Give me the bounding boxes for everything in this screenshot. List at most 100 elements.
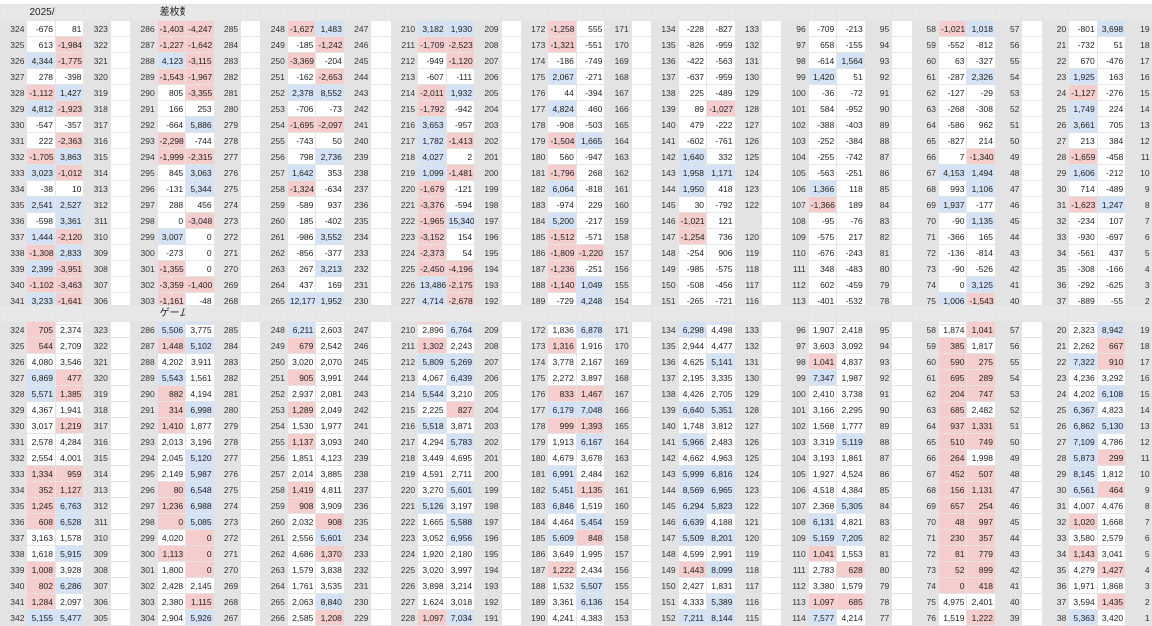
value-cell: 1,971 (1069, 578, 1097, 594)
machine-number-left: 60 (912, 53, 938, 69)
column-spacer (501, 261, 521, 277)
column-spacer (631, 498, 651, 514)
value-cell: 2,013 (157, 434, 185, 450)
value-cell: 288 (157, 197, 185, 213)
value-cell: 602 (808, 277, 836, 293)
value-cell: 229 (576, 197, 604, 213)
column-spacer (501, 37, 521, 53)
machine-number-left: 186 (521, 546, 547, 562)
value-cell: 3,678 (576, 450, 604, 466)
machine-number-left: 104 (782, 149, 808, 165)
machine-number-right: 57 (995, 322, 1021, 338)
value-cell: 1,393 (576, 418, 604, 434)
machine-number-right: 84 (865, 498, 891, 514)
machine-number-right: 44 (995, 229, 1021, 245)
value-cell: -308 (1069, 261, 1097, 277)
column-spacer (761, 514, 781, 530)
machine-number-right: 118 (735, 261, 761, 277)
column-spacer (892, 338, 912, 354)
machine-number-left: 255 (261, 434, 287, 450)
machine-number-left: 136 (652, 53, 678, 69)
value-cell: -1,340 (967, 149, 995, 165)
machine-number-right: 322 (84, 338, 110, 354)
column-spacer (241, 546, 261, 562)
column-spacer (761, 386, 781, 402)
value-cell: -571 (576, 229, 604, 245)
column-spacer (241, 450, 261, 466)
value-cell: 1,419 (287, 482, 315, 498)
machine-number-left: 100 (782, 386, 808, 402)
value-cell: 7,347 (808, 370, 836, 386)
heatmap-header-row: ゲーム数ヒートマップ (1, 306, 1152, 322)
value-cell: 3,580 (1069, 530, 1097, 546)
machine-number-right: 310 (84, 530, 110, 546)
machine-number-right: 56 (995, 37, 1021, 53)
machine-number-left: 301 (131, 261, 157, 277)
machine-number-left: 185 (521, 229, 547, 245)
value-cell: -111 (446, 69, 474, 85)
machine-number-left: 111 (782, 261, 808, 277)
column-spacer (110, 482, 130, 498)
value-cell: 1,115 (186, 594, 214, 610)
machine-number-right: 317 (84, 117, 110, 133)
machine-number-right: 199 (475, 181, 501, 197)
machine-number-left: 221 (391, 197, 417, 213)
value-cell: 214 (967, 133, 995, 149)
value-cell: 628 (837, 562, 865, 578)
machine-number-right: 88 (865, 434, 891, 450)
column-spacer (631, 245, 651, 261)
machine-number-left: 26 (1042, 418, 1068, 434)
machine-number-left: 110 (782, 546, 808, 562)
machine-number-left: 326 (1, 354, 27, 370)
value-cell: 8,942 (1097, 322, 1125, 338)
machine-number-left: 185 (521, 530, 547, 546)
value-cell: 2,081 (316, 386, 344, 402)
machine-number-right: 203 (475, 117, 501, 133)
machine-number-right: 270 (214, 562, 240, 578)
value-cell: -947 (576, 149, 604, 165)
value-cell: 4,476 (1097, 498, 1125, 514)
machine-number-right: 163 (605, 149, 631, 165)
machine-number-right: 247 (344, 21, 370, 37)
machine-number-left: 218 (391, 149, 417, 165)
value-cell: 1,444 (27, 229, 55, 245)
value-cell: 1,874 (938, 322, 966, 338)
machine-number-right: 318 (84, 101, 110, 117)
machine-number-right: 18 (1126, 37, 1152, 53)
machine-number-right: 43 (995, 245, 1021, 261)
machine-number-right: 243 (344, 85, 370, 101)
machine-number-left: 332 (1, 149, 27, 165)
column-spacer (892, 245, 912, 261)
value-cell: -1,504 (548, 133, 576, 149)
machine-number-right: 270 (214, 261, 240, 277)
value-cell: -676 (808, 245, 836, 261)
machine-number-right: 17 (1126, 354, 1152, 370)
value-cell: 1,530 (287, 418, 315, 434)
column-spacer (631, 165, 651, 181)
value-cell: 5,363 (1069, 610, 1097, 626)
machine-number-right: 316 (84, 434, 110, 450)
value-cell: -273 (157, 245, 185, 261)
machine-number-left: 97 (782, 37, 808, 53)
machine-number-left: 338 (1, 245, 27, 261)
value-cell: 3,661 (1069, 117, 1097, 133)
value-cell: 213 (1069, 133, 1097, 149)
value-cell: 779 (967, 546, 995, 562)
value-cell: -166 (1097, 261, 1125, 277)
machine-number-right: 323 (84, 322, 110, 338)
machine-number-right: 192 (475, 594, 501, 610)
machine-number-right: 314 (84, 165, 110, 181)
value-cell: 2,145 (186, 578, 214, 594)
value-cell: 1,247 (1097, 197, 1125, 213)
column-spacer (110, 402, 130, 418)
value-cell: 2,167 (576, 354, 604, 370)
machine-number-left: 137 (652, 69, 678, 85)
value-cell: -394 (576, 85, 604, 101)
value-cell: 332 (707, 149, 735, 165)
value-cell: 3,163 (27, 530, 55, 546)
value-cell: 1,370 (316, 546, 344, 562)
machine-number-left: 38 (1042, 610, 1068, 626)
machine-number-right: 115 (735, 610, 761, 626)
